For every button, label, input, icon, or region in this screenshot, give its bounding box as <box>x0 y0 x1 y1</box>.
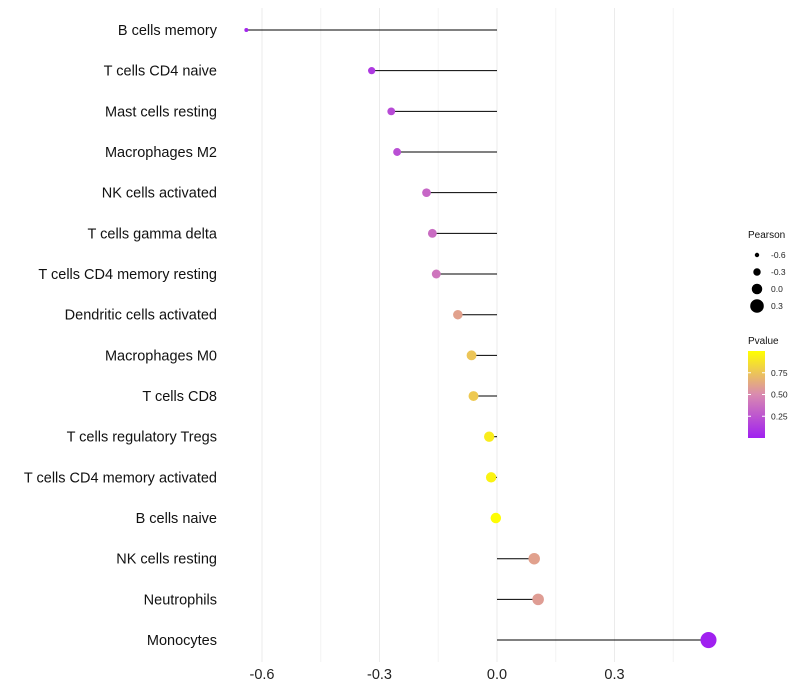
y-category-label: B cells naive <box>136 511 217 527</box>
y-category-label: T cells CD8 <box>142 389 217 405</box>
y-category-label: Monocytes <box>147 633 217 649</box>
size-legend-label: 0.3 <box>771 301 783 311</box>
y-category-label: NK cells resting <box>116 552 217 568</box>
size-legend-point <box>753 268 761 276</box>
y-category-label: NK cells activated <box>102 186 217 202</box>
y-category-label: Mast cells resting <box>105 104 217 120</box>
color-legend-label: 0.25 <box>771 411 788 421</box>
lollipop-stems <box>246 29 709 641</box>
size-legend-point <box>751 283 763 295</box>
y-category-label: T cells CD4 naive <box>104 64 217 80</box>
lollipop-point <box>468 391 479 401</box>
y-axis-labels: B cells memory T cells CD4 naive Mast cell… <box>24 23 218 649</box>
size-legend-title: Pearson <box>748 230 785 241</box>
y-category-label: Dendritic cells activated <box>65 308 217 324</box>
lollipop-point <box>532 593 544 606</box>
x-tick-label: -0.3 <box>367 667 392 683</box>
legend: Pearson -0.6-0.30.00.3 Pvalue 0.750.500.… <box>748 230 788 438</box>
y-category-label: Macrophages M2 <box>105 145 217 161</box>
y-category-label: T cells regulatory Tregs <box>67 430 217 446</box>
size-legend-point <box>754 252 760 258</box>
lollipop-point <box>528 552 540 565</box>
lollipop-point <box>484 431 495 442</box>
lollipop-point <box>244 28 249 32</box>
x-tick-label: 0.3 <box>604 667 624 683</box>
y-category-label: T cells gamma delta <box>88 226 218 242</box>
size-legend-label: -0.3 <box>771 267 786 277</box>
lollipop-point <box>427 228 437 238</box>
lollipop-points <box>244 28 717 649</box>
lollipop-point <box>422 188 431 198</box>
y-category-label: T cells CD4 memory activated <box>24 470 217 486</box>
size-legend: -0.6 -0.3 0.0 0.3 <box>750 250 786 313</box>
size-legend-label: -0.6 <box>771 250 786 260</box>
lollipop-point <box>485 472 497 483</box>
lollipop-point <box>431 269 441 279</box>
color-legend-ticks: 0.75 0.50 0.25 <box>748 368 788 421</box>
lollipop-point <box>453 309 463 320</box>
y-category-label: Macrophages M0 <box>105 348 217 364</box>
lollipop-point <box>466 350 477 361</box>
lollipop-point <box>387 107 396 116</box>
y-category-label: B cells memory <box>118 23 218 39</box>
y-category-label: T cells CD4 memory resting <box>38 267 217 283</box>
lollipop-point <box>490 512 502 524</box>
lollipop-point <box>393 148 402 156</box>
x-tick-label: -0.6 <box>249 667 274 683</box>
color-legend-label: 0.50 <box>771 390 788 400</box>
size-legend-point <box>750 299 764 313</box>
color-legend-title: Pvalue <box>748 336 779 347</box>
lollipop-point <box>368 67 376 75</box>
color-legend-bar <box>748 351 765 438</box>
x-tick-label: 0.0 <box>487 667 507 683</box>
y-category-label: Neutrophils <box>144 592 217 608</box>
x-axis-tick-labels: -0.6 -0.3 0.0 0.3 <box>249 667 624 683</box>
grid-lines <box>261 8 674 662</box>
lollipop-point <box>700 632 717 649</box>
size-legend-label: 0.0 <box>771 284 783 294</box>
color-legend-label: 0.75 <box>771 368 788 378</box>
